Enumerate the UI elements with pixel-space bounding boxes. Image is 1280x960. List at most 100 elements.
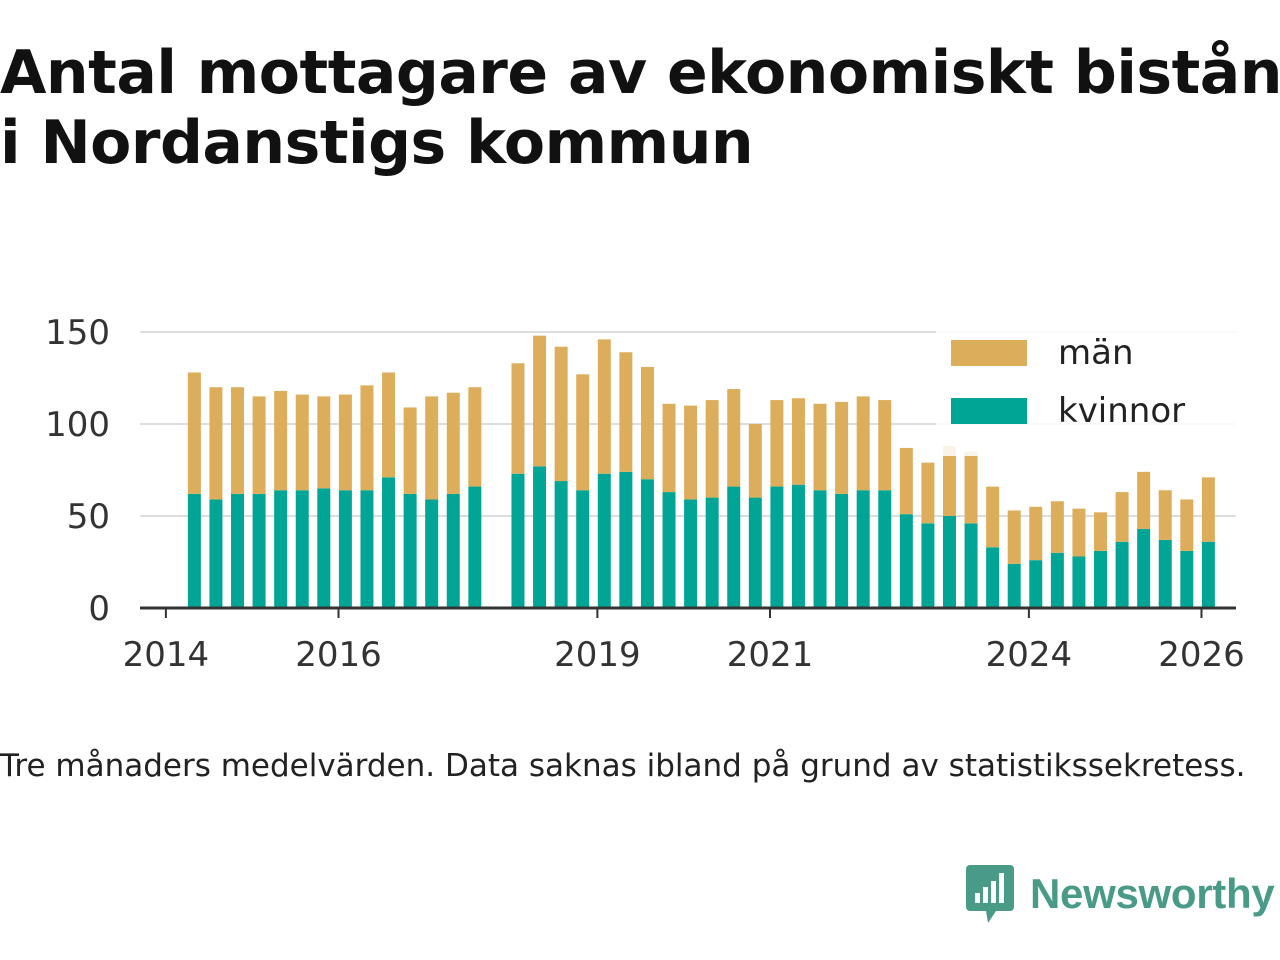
bar-kvinnor (1137, 528, 1151, 608)
bar-kvinnor (684, 499, 698, 608)
bar-man (662, 403, 676, 493)
brand-logo: Newsworthy (964, 862, 1275, 926)
bar-kvinnor (274, 490, 288, 608)
bar-man (791, 398, 805, 485)
bar-man (835, 401, 849, 494)
legend-swatch (951, 340, 1027, 366)
x-tick-label: 2021 (727, 635, 814, 675)
y-tick-label: 100 (45, 405, 110, 445)
bar-man (511, 363, 525, 474)
bar-man (274, 390, 288, 491)
bar-man (1180, 499, 1194, 551)
bar-man (533, 335, 547, 467)
bar-man (187, 372, 201, 494)
bar-kvinnor (1029, 560, 1043, 608)
bar-kvinnor (619, 471, 633, 608)
bar-kvinnor (942, 516, 956, 608)
bar-kvinnor (1094, 550, 1108, 608)
x-tick-label: 2014 (123, 635, 210, 675)
bar-kvinnor (533, 466, 547, 608)
bar-man (576, 374, 590, 491)
bar-kvinnor (317, 488, 331, 608)
stacked-bar-chart: 0 50 100 150 2014 2016 2019 2021 2024 2026 män kvi… (45, 313, 1245, 675)
bar-kvinnor (748, 497, 762, 608)
bar-man (403, 407, 417, 494)
bar-man (317, 396, 331, 489)
bar-kvinnor (1072, 556, 1086, 608)
bar-man (360, 385, 374, 491)
bar-man (921, 462, 935, 524)
bar-man (1072, 508, 1086, 557)
bar-kvinnor (813, 490, 827, 608)
bar-kvinnor (878, 490, 892, 608)
bar-kvinnor (662, 492, 676, 608)
bar-man (964, 451, 978, 524)
bar-man (1115, 492, 1129, 542)
bars (187, 335, 1215, 608)
bar-man (640, 366, 654, 480)
bar-man (770, 400, 784, 487)
bar-kvinnor (360, 490, 374, 608)
chart-title: Antal mottagare av ekonomiskt bistånd i … (0, 38, 1280, 178)
bar-man (986, 486, 1000, 548)
bar-man (468, 387, 482, 487)
bar-kvinnor (1007, 563, 1021, 608)
bar-kvinnor (554, 481, 568, 608)
bar-man (338, 394, 352, 491)
footnote: Tre månaders medelvärden. Data saknas ib… (0, 748, 1246, 784)
y-tick-label: 50 (67, 497, 110, 537)
bar-man (382, 372, 396, 478)
x-tick-label: 2019 (554, 635, 641, 675)
bar-man (1007, 510, 1021, 564)
legend-swatch (951, 398, 1027, 424)
y-tick-label: 0 (88, 589, 110, 629)
bar-man (899, 447, 913, 515)
legend-label: kvinnor (1058, 391, 1185, 431)
bar-kvinnor (468, 486, 482, 608)
bar-man (209, 387, 223, 500)
bar-man (295, 394, 309, 491)
bar-man (942, 446, 956, 516)
bar-kvinnor (511, 473, 525, 608)
bar-kvinnor (791, 484, 805, 608)
bar-man (813, 403, 827, 491)
legend-label: män (1058, 333, 1134, 373)
bar-kvinnor (705, 497, 719, 608)
bar-kvinnor (425, 499, 439, 608)
bar-kvinnor (576, 490, 590, 608)
x-tick-label: 2026 (1158, 635, 1245, 675)
bar-kvinnor (1201, 541, 1215, 608)
y-tick-label: 150 (45, 313, 110, 353)
bar-kvinnor (403, 493, 417, 608)
bar-man (252, 396, 266, 494)
bar-kvinnor (835, 493, 849, 608)
bar-man (1029, 506, 1043, 561)
legend: män kvinnor (936, 330, 1236, 456)
bar-man (425, 396, 439, 500)
chart-title-line-2: i Nordanstigs kommun (0, 108, 754, 178)
bar-man (1094, 512, 1108, 551)
bar-kvinnor (921, 523, 935, 608)
bar-kvinnor (295, 490, 309, 608)
bar-kvinnor (640, 479, 654, 608)
bar-kvinnor (986, 547, 1000, 608)
bar-kvinnor (727, 486, 741, 608)
bar-kvinnor (899, 514, 913, 608)
bar-kvinnor (1158, 539, 1172, 608)
newsworthy-logo-icon (966, 865, 1014, 923)
brand-name: Newsworthy (1030, 870, 1275, 917)
bar-kvinnor (597, 473, 611, 608)
x-tick-label: 2016 (295, 635, 382, 675)
bar-kvinnor (1115, 541, 1129, 608)
bar-man (597, 339, 611, 474)
bar-kvinnor (209, 499, 223, 608)
chart-title-line-1: Antal mottagare av ekonomiskt bistånd (0, 38, 1280, 108)
bar-man (1137, 471, 1151, 529)
bar-man (231, 387, 245, 494)
bar-kvinnor (338, 490, 352, 608)
bar-man (705, 400, 719, 498)
x-tick-label: 2024 (986, 635, 1073, 675)
bar-man (748, 424, 762, 498)
bar-man (878, 400, 892, 491)
bar-man (1158, 490, 1172, 540)
